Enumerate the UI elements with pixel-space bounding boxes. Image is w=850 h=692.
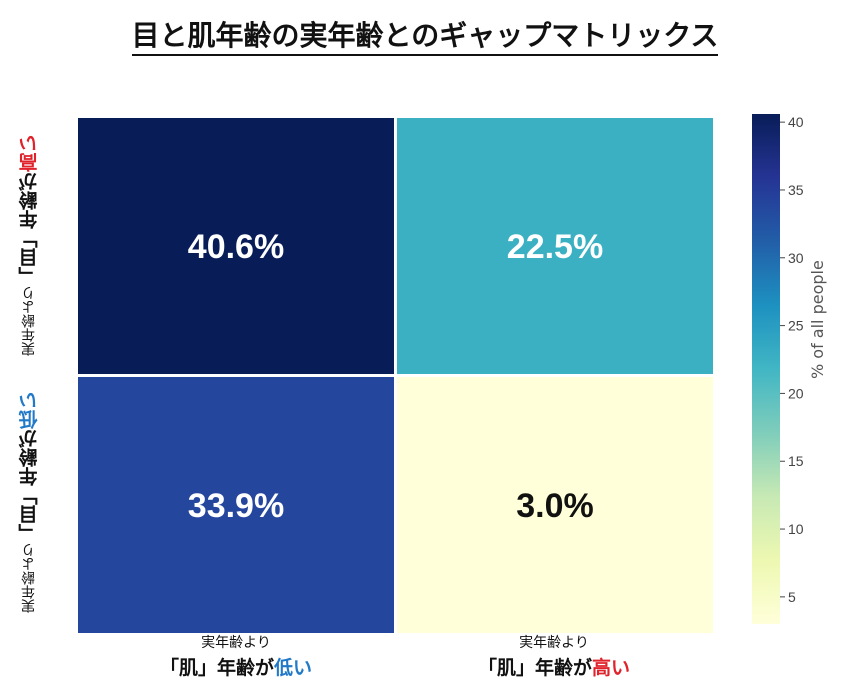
row-label-0: 実年齢より 「目」年齢が高い [4,118,54,373]
cell-value-label: 3.0% [516,487,594,525]
heatmap-cell [78,118,394,374]
heatmap-cell [397,377,713,633]
col-label-0: 実年齢より 「肌」年齢が低い [78,632,394,680]
colorbar-tick-label: 30 [788,250,804,266]
colorbar-tick-label: 5 [788,589,796,605]
col-label-1-line2: 「肌」年齢が高い [477,657,631,679]
cell-value-label: 22.5% [507,228,603,266]
chart-title: 目と肌年齢の実年齢とのギャップマトリックス [0,14,850,56]
heatmap-cell [397,118,713,374]
col-label-0-line2: 「肌」年齢が低い [159,657,313,679]
col-label-1: 実年齢より 「肌」年齢が高い [396,632,712,680]
cell-value-label: 33.9% [188,487,284,525]
col-label-0-line1: 実年齢より [201,635,271,651]
colorbar-tick-label: 15 [788,453,804,469]
row-label-0-line2: 「目」年齢が高い [18,134,41,287]
colorbar-tick-label: 35 [788,182,804,198]
colorbar-label: % of all people [808,260,827,380]
colorbar-tick-label: 20 [788,385,804,401]
colorbar-tick-label: 25 [788,318,804,334]
row-label-1: 実年齢より 「目」年齢が低い [4,375,54,630]
heatmap-cell [78,377,394,633]
row-label-1-line1: 実年齢より [21,543,37,614]
col-label-1-line1: 実年齢より [519,635,589,651]
colorbar-tick-label: 10 [788,521,804,537]
cell-value-label: 40.6% [188,228,284,266]
colorbar-tick-label: 40 [788,114,804,130]
row-label-1-line2: 「目」年齢が低い [18,391,41,544]
row-label-0-line1: 実年齢より [21,286,37,357]
colorbar [752,114,780,624]
